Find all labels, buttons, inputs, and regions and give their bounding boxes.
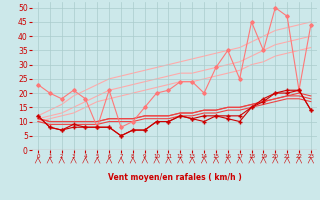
X-axis label: Vent moyen/en rafales ( km/h ): Vent moyen/en rafales ( km/h ) [108,173,241,182]
